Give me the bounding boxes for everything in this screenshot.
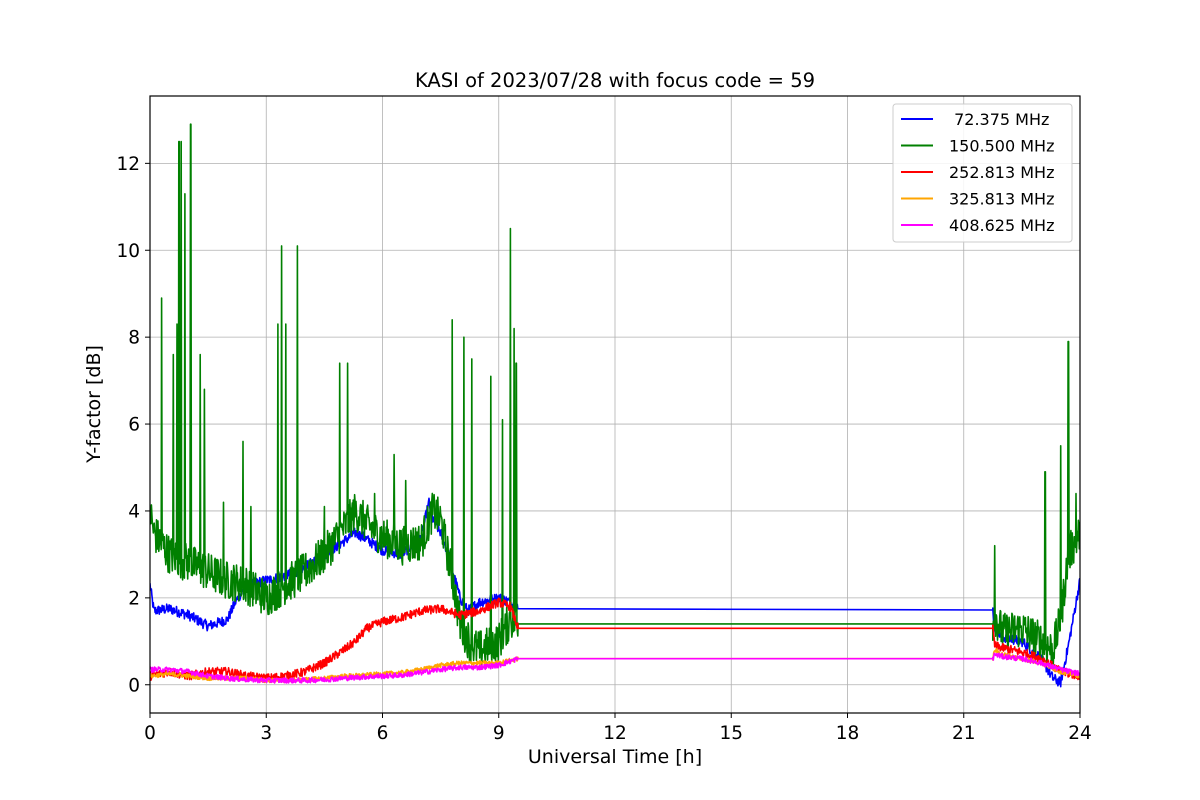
y-tick-label: 8 <box>128 328 140 349</box>
legend-label: 150.500 MHz <box>949 137 1054 156</box>
x-axis: 0 3 6 9 12 15 18 21 24 <box>144 713 1092 744</box>
legend-label: 252.813 MHz <box>949 163 1054 182</box>
series-line-4 <box>150 652 1080 684</box>
y-axis: 0 2 4 6 8 10 12 <box>116 154 150 696</box>
series-line-2 <box>150 597 1080 684</box>
legend-label: 325.813 MHz <box>949 190 1054 209</box>
x-tick-label: 9 <box>493 723 505 744</box>
y-axis-label: Y-factor [dB] <box>83 345 105 464</box>
legend-label: 72.375 MHz <box>949 110 1049 129</box>
legend-box <box>892 103 1073 243</box>
x-tick-label: 21 <box>952 723 976 744</box>
x-tick-label: 6 <box>377 723 389 744</box>
series-layer <box>150 123 1080 688</box>
x-axis-label: Universal Time [h] <box>528 746 702 768</box>
y-tick-label: 4 <box>128 501 140 522</box>
x-tick-label: 15 <box>719 723 743 744</box>
y-tick-label: 12 <box>116 154 140 175</box>
series-line-1 <box>150 123 1080 667</box>
y-tick-label: 6 <box>128 415 140 436</box>
x-tick-label: 3 <box>260 723 272 744</box>
legend-label: 408.625 MHz <box>949 216 1054 235</box>
x-tick-label: 18 <box>836 723 860 744</box>
x-tick-label: 12 <box>603 723 627 744</box>
y-tick-label: 2 <box>128 588 140 609</box>
legend: 72.375 MHz 150.500 MHz 252.813 MHz 325.813 … <box>892 103 1073 243</box>
x-tick-label: 0 <box>144 723 156 744</box>
x-tick-label: 24 <box>1068 723 1092 744</box>
y-tick-label: 10 <box>116 241 140 262</box>
chart-title: KASI of 2023/07/28 with focus code = 59 <box>415 69 815 92</box>
y-tick-label: 0 <box>128 675 140 696</box>
